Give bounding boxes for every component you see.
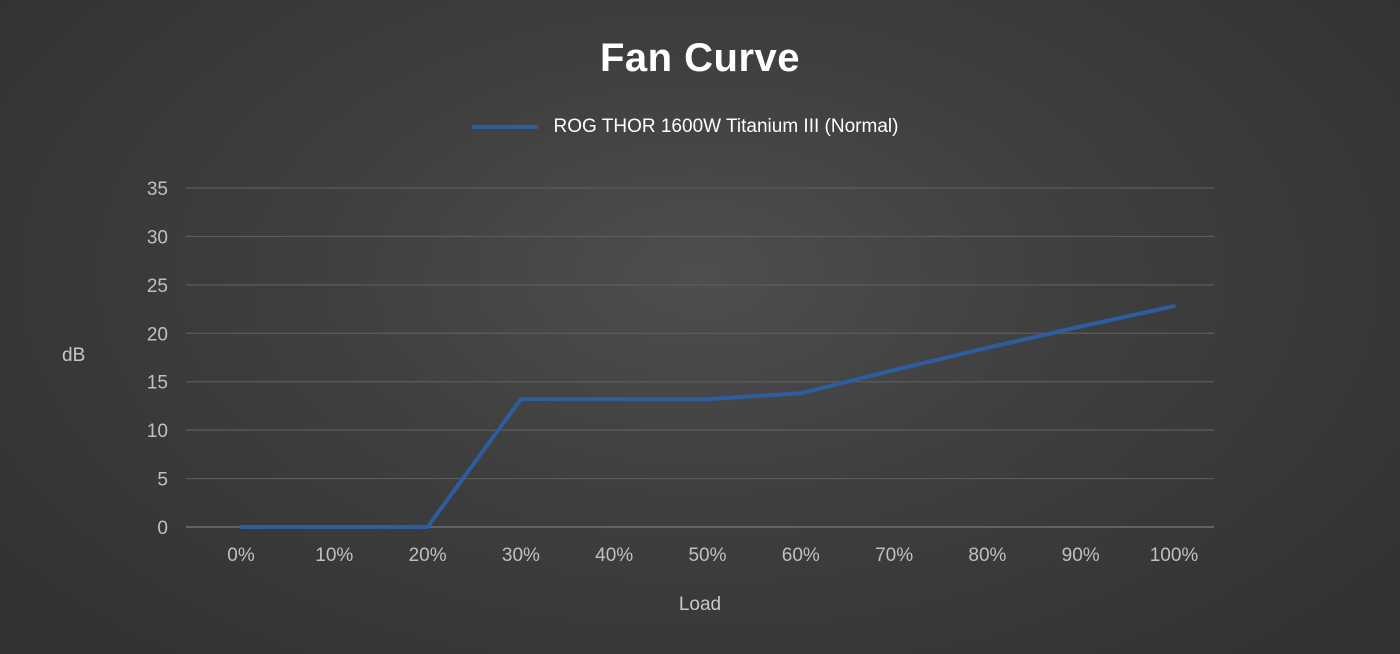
legend-label: ROG THOR 1600W Titanium III (Normal) bbox=[553, 116, 899, 137]
series-line bbox=[239, 304, 1176, 529]
y-tick-label: 20 bbox=[147, 324, 168, 345]
y-tick-label: 15 bbox=[147, 373, 168, 394]
chart-title: Fan Curve bbox=[599, 36, 801, 80]
y-axis-ticks: 0 5 10 15 20 25 30 35 bbox=[147, 179, 168, 539]
y-tick-label: 5 bbox=[157, 470, 168, 491]
x-tick-label: 0% bbox=[227, 545, 255, 566]
x-tick-label: 10% bbox=[315, 545, 353, 566]
x-tick-label: 20% bbox=[409, 545, 447, 566]
x-tick-label: 70% bbox=[875, 545, 913, 566]
y-tick-label: 10 bbox=[147, 421, 168, 442]
x-axis-ticks: 0% 10% 20% 30% 40% 50% 60% 70% 80% 90% 100% bbox=[227, 545, 1198, 566]
y-tick-label: 25 bbox=[147, 276, 168, 297]
x-tick-label: 100% bbox=[1150, 545, 1199, 566]
series-layer bbox=[239, 304, 1176, 529]
x-tick-label: 30% bbox=[502, 545, 540, 566]
x-tick-label: 50% bbox=[688, 545, 726, 566]
x-tick-label: 80% bbox=[968, 545, 1006, 566]
x-axis-title: Load bbox=[678, 594, 722, 615]
x-tick-label: 90% bbox=[1062, 545, 1100, 566]
x-tick-label: 60% bbox=[782, 545, 820, 566]
y-tick-label: 0 bbox=[157, 518, 168, 539]
gridlines bbox=[186, 187, 1214, 528]
legend-swatch bbox=[471, 125, 538, 129]
y-axis-title: dB bbox=[62, 345, 86, 366]
legend: ROG THOR 1600W Titanium III (Normal) bbox=[0, 116, 1400, 138]
x-tick-label: 40% bbox=[595, 545, 633, 566]
y-tick-label: 35 bbox=[147, 179, 168, 200]
y-tick-label: 30 bbox=[147, 227, 168, 248]
